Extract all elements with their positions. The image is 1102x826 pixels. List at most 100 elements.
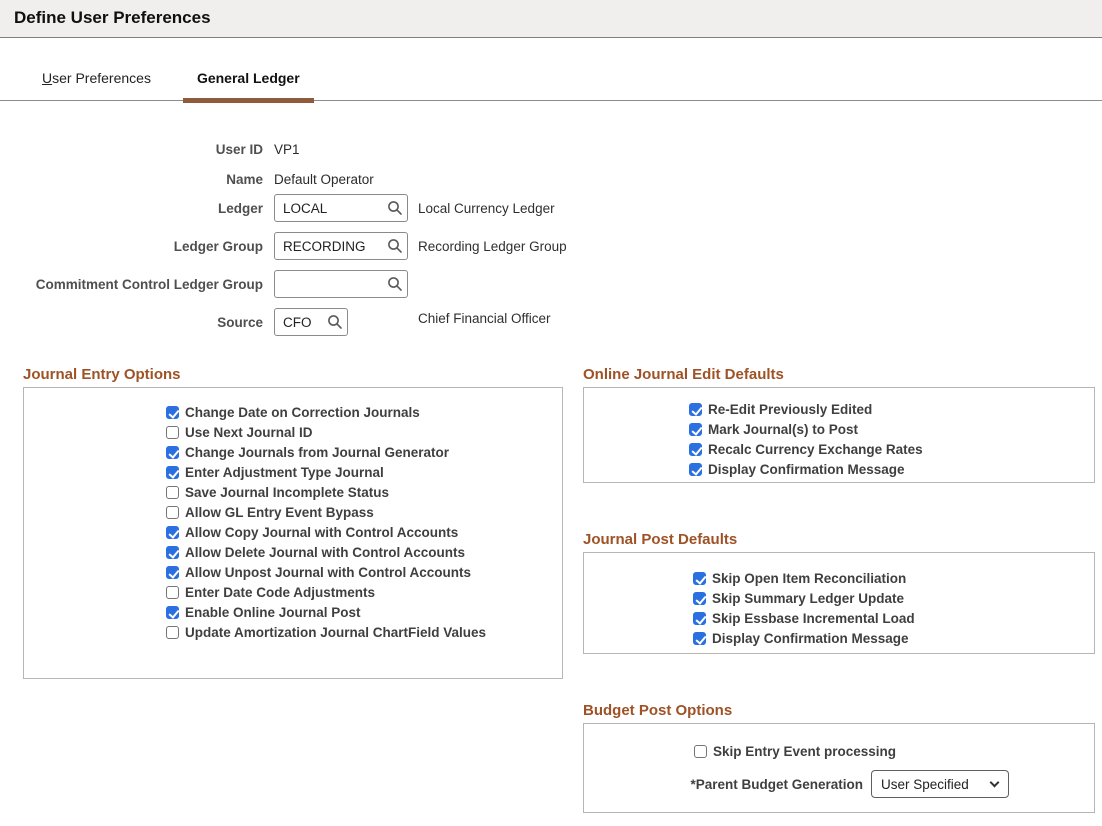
checkbox-row[interactable]: Allow Unpost Journal with Control Accoun… <box>166 562 552 582</box>
parent-budget-generation-select[interactable]: User Specified <box>871 770 1009 798</box>
checkbox-label: Save Journal Incomplete Status <box>185 484 390 500</box>
source-input[interactable] <box>274 308 348 336</box>
budget-post-options-groupbox: Skip Entry Event processing *Parent Budg… <box>583 723 1095 813</box>
checkbox-label: Skip Summary Ledger Update <box>712 590 905 606</box>
user-id-value: VP1 <box>274 141 300 157</box>
parent-budget-generation-row: *Parent Budget Generation User Specified <box>584 770 1084 798</box>
checkbox-row[interactable]: Skip Entry Event processing <box>694 741 1084 761</box>
checkbox-checked-icon[interactable] <box>689 442 702 456</box>
page-header: Define User Preferences <box>0 0 1102 38</box>
checkbox-row[interactable]: Allow Delete Journal with Control Accoun… <box>166 542 552 562</box>
checkbox-unchecked-icon[interactable] <box>166 625 179 639</box>
checkbox-unchecked-icon[interactable] <box>166 485 179 499</box>
checkbox-row[interactable]: Use Next Journal ID <box>166 422 552 442</box>
section-heading-journal-entry-options: Journal Entry Options <box>23 366 181 383</box>
checkbox-checked-icon[interactable] <box>166 525 179 539</box>
checkbox-label: Enter Adjustment Type Journal <box>185 464 384 480</box>
source-row: Source Chief Financial Officer <box>0 308 1102 336</box>
online-journal-edit-defaults-checkbox-list: Re-Edit Previously Edited Mark Journal(s)… <box>689 399 1084 479</box>
checkbox-label: Re-Edit Previously Edited <box>708 401 873 417</box>
checkbox-checked-icon[interactable] <box>166 565 179 579</box>
checkbox-row[interactable]: Skip Essbase Incremental Load <box>693 608 1084 628</box>
checkbox-row[interactable]: Allow GL Entry Event Bypass <box>166 502 552 522</box>
section-heading-budget-post-options: Budget Post Options <box>583 702 733 719</box>
checkbox-checked-icon[interactable] <box>693 611 706 625</box>
checkbox-checked-icon[interactable] <box>693 571 706 585</box>
checkbox-checked-icon[interactable] <box>166 465 179 479</box>
checkbox-checked-icon[interactable] <box>166 445 179 459</box>
tab-user-preferences-label: ser Preferences <box>52 70 151 86</box>
checkbox-row[interactable]: Mark Journal(s) to Post <box>689 419 1084 439</box>
journal-entry-options-groupbox: Change Date on Correction Journals Use Ne… <box>23 387 563 679</box>
checkbox-label: Use Next Journal ID <box>185 424 313 440</box>
checkbox-label: Allow Copy Journal with Control Accounts <box>185 524 459 540</box>
checkbox-row[interactable]: Recalc Currency Exchange Rates <box>689 439 1084 459</box>
lookup-icon[interactable] <box>327 314 343 330</box>
checkbox-unchecked-icon[interactable] <box>166 585 179 599</box>
checkbox-unchecked-icon[interactable] <box>166 505 179 519</box>
checkbox-row[interactable]: Re-Edit Previously Edited <box>689 399 1084 419</box>
checkbox-unchecked-icon[interactable] <box>166 425 179 439</box>
ledger-row: Ledger Local Currency Ledger <box>0 194 1102 222</box>
checkbox-checked-icon[interactable] <box>166 605 179 619</box>
name-row: Name Default Operator <box>0 169 1102 189</box>
checkbox-label: Skip Entry Event processing <box>713 743 897 759</box>
checkbox-row[interactable]: Save Journal Incomplete Status <box>166 482 552 502</box>
checkbox-checked-icon[interactable] <box>693 631 706 645</box>
tab-general-ledger-label: General Ledger <box>196 70 300 86</box>
checkbox-checked-icon[interactable] <box>689 462 702 476</box>
checkbox-label: Change Date on Correction Journals <box>185 404 420 420</box>
lookup-icon[interactable] <box>387 276 403 292</box>
ledger-group-label: Ledger Group <box>173 238 263 254</box>
checkbox-label: Display Confirmation Message <box>712 630 909 646</box>
lookup-icon[interactable] <box>387 200 403 216</box>
checkbox-checked-icon[interactable] <box>166 405 179 419</box>
checkbox-row[interactable]: Skip Summary Ledger Update <box>693 588 1084 608</box>
checkbox-row[interactable]: Display Confirmation Message <box>689 459 1084 479</box>
checkbox-checked-icon[interactable] <box>689 402 702 416</box>
parent-budget-generation-label: *Parent Budget Generation <box>690 776 863 792</box>
ledger-description: Local Currency Ledger <box>418 200 555 216</box>
ledger-input[interactable] <box>274 194 408 222</box>
source-label: Source <box>217 314 263 330</box>
checkbox-row[interactable]: Allow Copy Journal with Control Accounts <box>166 522 552 542</box>
checkbox-label: Allow Delete Journal with Control Accoun… <box>185 544 466 560</box>
checkbox-checked-icon[interactable] <box>166 545 179 559</box>
checkbox-row[interactable]: Enter Date Code Adjustments <box>166 582 552 602</box>
checkbox-label: Allow Unpost Journal with Control Accoun… <box>185 564 471 580</box>
journal-post-defaults-groupbox: Skip Open Item Reconciliation Skip Summar… <box>583 552 1095 654</box>
checkbox-label: Mark Journal(s) to Post <box>708 421 859 437</box>
tab-user-preferences-accesskey: U <box>42 70 53 86</box>
checkbox-label: Enable Online Journal Post <box>185 604 361 620</box>
user-id-row: User ID VP1 <box>0 139 1102 159</box>
checkbox-row[interactable]: Change Date on Correction Journals <box>166 402 552 422</box>
checkbox-row[interactable]: Enter Adjustment Type Journal <box>166 462 552 482</box>
ledger-group-description: Recording Ledger Group <box>418 238 567 254</box>
page-title: Define User Preferences <box>14 8 211 27</box>
lookup-icon[interactable] <box>387 238 403 254</box>
checkbox-label: Skip Essbase Incremental Load <box>712 610 915 626</box>
checkbox-row[interactable]: Change Journals from Journal Generator <box>166 442 552 462</box>
checkbox-label: Change Journals from Journal Generator <box>185 444 450 460</box>
checkbox-checked-icon[interactable] <box>693 591 706 605</box>
name-label: Name <box>226 171 263 187</box>
commitment-control-ledger-group-row: Commitment Control Ledger Group <box>0 270 1102 298</box>
checkbox-row[interactable]: Skip Open Item Reconciliation <box>693 568 1084 588</box>
checkbox-row[interactable]: Display Confirmation Message <box>693 628 1084 648</box>
tab-user-preferences[interactable]: User Preferences <box>28 66 165 100</box>
checkbox-unchecked-icon[interactable] <box>694 744 707 758</box>
user-preferences-form: User ID VP1 Name Default Operator Ledger… <box>0 139 1102 336</box>
online-journal-edit-defaults-groupbox: Re-Edit Previously Edited Mark Journal(s)… <box>583 387 1095 483</box>
checkbox-label: Display Confirmation Message <box>708 461 905 477</box>
name-value: Default Operator <box>274 171 374 187</box>
checkbox-label: Recalc Currency Exchange Rates <box>708 441 923 457</box>
checkbox-checked-icon[interactable] <box>689 422 702 436</box>
checkbox-label: Skip Open Item Reconciliation <box>712 570 907 586</box>
tab-general-ledger[interactable]: General Ledger <box>182 66 314 103</box>
commitment-control-ledger-group-input[interactable] <box>274 270 408 298</box>
commitment-control-ledger-group-label: Commitment Control Ledger Group <box>35 276 263 292</box>
checkbox-row[interactable]: Enable Online Journal Post <box>166 602 552 622</box>
ledger-group-input[interactable] <box>274 232 408 260</box>
checkbox-row[interactable]: Update Amortization Journal ChartField V… <box>166 622 552 642</box>
journal-post-defaults-checkbox-list: Skip Open Item Reconciliation Skip Summar… <box>693 568 1084 648</box>
